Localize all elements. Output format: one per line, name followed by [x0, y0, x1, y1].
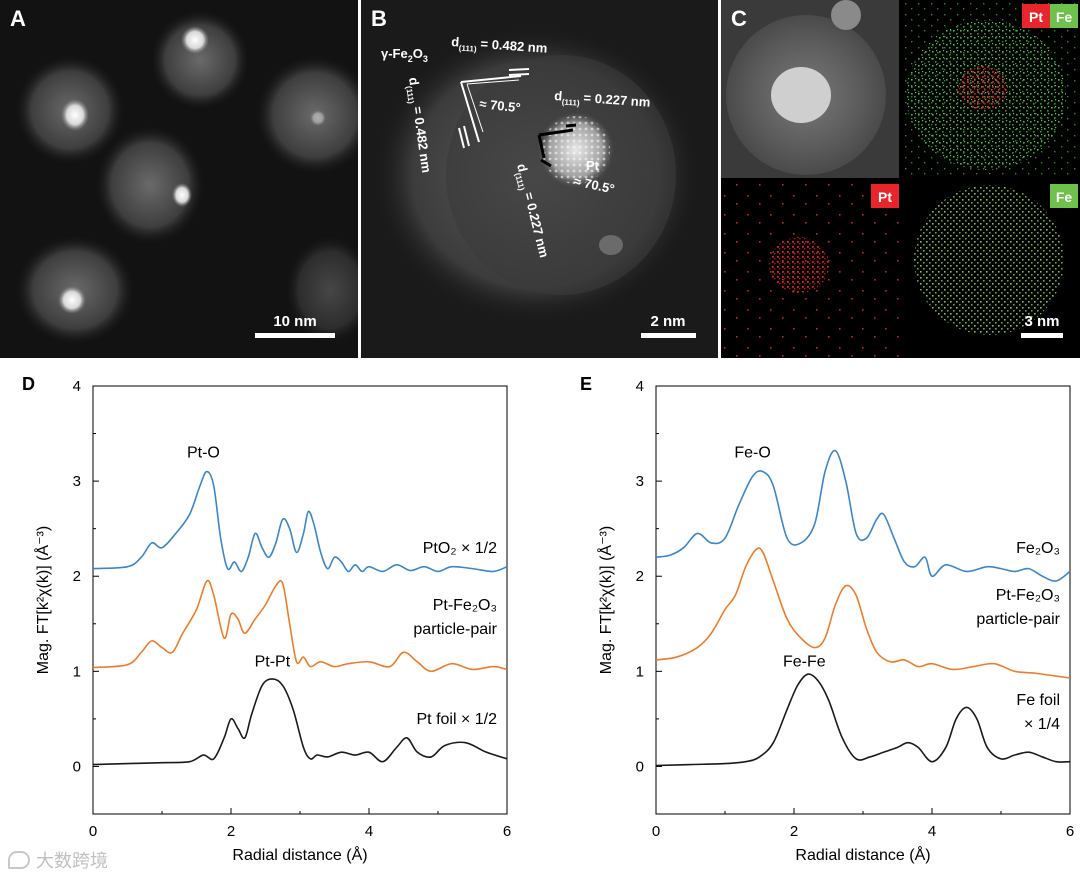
- watermark-text: 大数跨境: [36, 851, 108, 872]
- series-line: [655, 673, 1071, 767]
- watermark-logo-icon: [8, 851, 30, 869]
- panel-b-micrograph: B γ-Fe2O3 d(111) = 0.482 nm d(111) = 0.2…: [371, 6, 701, 338]
- panel-b-scalebar-label: 2 nm: [650, 313, 685, 330]
- panel-c-micrograph: C Pt Fe Pt Fe 3 nm: [721, 0, 1080, 358]
- series-label: Pt foil × 1/2: [417, 711, 498, 728]
- x-tick-label: 4: [928, 823, 936, 840]
- series-label-line2: particle-pair: [976, 611, 1060, 628]
- series-label: Pt-Fe₂O₃: [433, 597, 497, 614]
- panel-b-pt-fringe-mark: [540, 158, 552, 168]
- panel-b-phase-fe2o3: γ-Fe2O3: [381, 46, 428, 64]
- panel-b-fringe-mark: [508, 73, 530, 76]
- panel-b-angle-line: [460, 75, 522, 83]
- series-label: PtO₂ × 1/2: [423, 540, 497, 557]
- x-tick-label: 6: [503, 823, 511, 840]
- series-line: [92, 579, 508, 673]
- panel-c-label: C: [731, 6, 747, 31]
- panel-b-fringe-mark: [463, 125, 470, 147]
- panel-a-scalebar-label: 10 nm: [273, 313, 316, 330]
- y-tick-label: 2: [73, 568, 81, 585]
- panel-c-tag-pt-text: Pt: [1029, 9, 1043, 25]
- panel-c-tag-pt-2-text: Pt: [878, 189, 892, 205]
- y-tick-label: 3: [636, 473, 644, 490]
- series-label-line2: × 1/4: [1024, 716, 1060, 733]
- peak-annotation: Pt-O: [187, 444, 220, 461]
- panel-a-label: A: [10, 6, 26, 31]
- x-tick-label: 4: [365, 823, 373, 840]
- x-tick-label: 2: [227, 823, 235, 840]
- panel-b-pt-label: Pt: [586, 158, 600, 173]
- panel-d-label: D: [22, 374, 35, 394]
- panel-b-image: B γ-Fe2O3 d(111) = 0.482 nm d(111) = 0.2…: [361, 0, 718, 358]
- y-tick-label: 2: [636, 568, 644, 585]
- x-tick-label: 0: [89, 823, 97, 840]
- panel-c-scalebar: [1021, 333, 1063, 338]
- y-tick-label: 4: [636, 378, 644, 395]
- panel-b-d-top: d(111) = 0.482 nm: [451, 34, 548, 59]
- x-axis-label: Radial distance (Å): [232, 845, 367, 864]
- panel-b-d-right: d(111) = 0.227 nm: [554, 88, 651, 113]
- panel-b-label: B: [371, 6, 387, 31]
- series-label-line2: particle-pair: [413, 621, 497, 638]
- panel-b-pt-angle-line: [537, 134, 546, 159]
- x-axis-label: Radial distance (Å): [795, 845, 930, 864]
- panel-c-tag-fe-text: Fe: [1056, 9, 1073, 25]
- plot-frame: [92, 385, 508, 815]
- panel-c-tag-fe-2: [1050, 184, 1078, 208]
- series-label: Fe₂O₃: [1016, 540, 1060, 557]
- y-tick-label: 0: [73, 758, 81, 775]
- panel-c-tag-fe: [1050, 4, 1078, 28]
- x-tick-label: 0: [652, 823, 660, 840]
- panel-c-image: C Pt Fe Pt Fe 3 nm: [721, 0, 1080, 358]
- panel-b-pt-angle-line: [538, 128, 574, 137]
- panel-a-micrograph: A 10 nm: [10, 6, 358, 345]
- panel-a-image: A 10 nm: [0, 0, 358, 358]
- y-tick-label: 0: [636, 758, 644, 775]
- x-tick-label: 6: [1066, 823, 1074, 840]
- panel-b-scalebar: [641, 333, 696, 338]
- panel-c-tag-fe-2-text: Fe: [1056, 189, 1073, 205]
- panel-c-tag-pt-2: [871, 184, 899, 208]
- plot-frame: [655, 385, 1071, 815]
- y-tick-label: 4: [73, 378, 81, 395]
- panel-e-label: E: [580, 374, 592, 394]
- series-label: Pt-Fe₂O₃: [996, 587, 1060, 604]
- peak-annotation: Fe-O: [734, 444, 770, 461]
- series-line: [655, 547, 1071, 679]
- chart-e: 0 2 4 6 0 1 2 3 4 Radial distance (Å) Mag. FT[k²χ(…: [596, 378, 1074, 864]
- y-axis-label: Mag. FT[k²χ(k)] (Å⁻³): [33, 526, 52, 674]
- panel-c-scalebar-label: 3 nm: [1024, 313, 1059, 330]
- panel-b-angle-line: [466, 79, 520, 85]
- y-tick-label: 3: [73, 473, 81, 490]
- panel-b-angle-line: [466, 83, 484, 133]
- panel-b-fringe-mark: [458, 127, 465, 149]
- panel-a-scalebar: [255, 333, 335, 338]
- panel-b-angle-1: ≈ 70.5°: [479, 96, 522, 115]
- y-tick-label: 1: [636, 663, 644, 680]
- series-line: [655, 449, 1071, 582]
- series-line: [92, 678, 508, 766]
- watermark: 大数跨境: [8, 846, 108, 874]
- x-tick-label: 2: [790, 823, 798, 840]
- series-line: [92, 470, 508, 573]
- chart-d: 0 2 4 6 0 1 2 3 4 Radial distance (Å) Mag. FT[k²χ(…: [33, 378, 511, 864]
- y-axis-label: Mag. FT[k²χ(k)] (Å⁻³): [596, 526, 615, 674]
- series-label: Fe foil: [1016, 692, 1060, 709]
- y-tick-label: 1: [73, 663, 81, 680]
- panel-b-angle-line: [460, 81, 480, 143]
- peak-annotation: Pt-Pt: [255, 654, 291, 671]
- panel-b-pt-fringe-mark: [565, 123, 577, 128]
- panel-c-tag-pt: [1022, 4, 1050, 28]
- peak-annotation: Fe-Fe: [783, 654, 826, 671]
- panel-b-fringe-mark: [508, 68, 530, 71]
